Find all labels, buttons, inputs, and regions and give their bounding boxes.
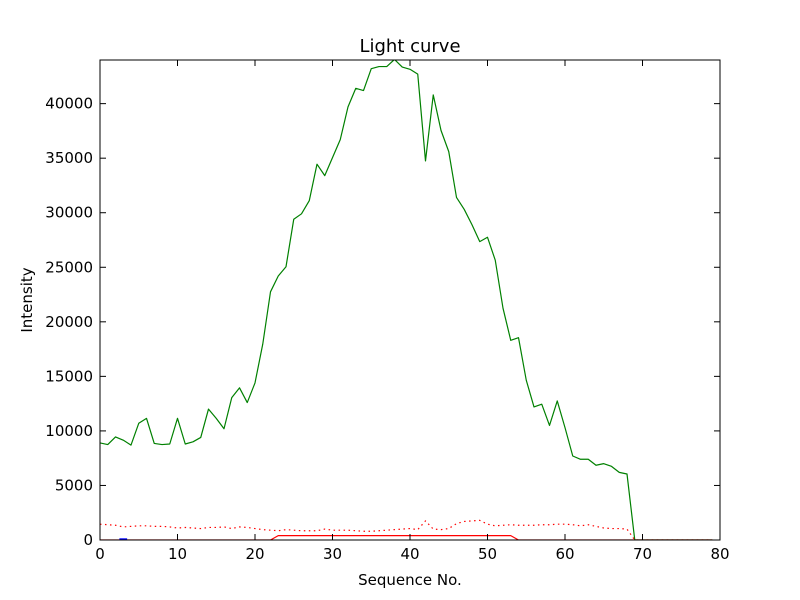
x-tick-label: 20 [245,545,264,563]
y-tick-label: 25000 [45,258,93,276]
x-tick-label: 60 [555,545,574,563]
x-axis-title: Sequence No. [358,571,462,589]
y-tick-label: 35000 [45,149,93,167]
x-tick-label: 50 [478,545,497,563]
y-tick-label: 20000 [45,313,93,331]
x-tick-label: 30 [323,545,342,563]
y-tick-label: 40000 [45,95,93,113]
series-layer [100,60,713,540]
chart-title: Light curve [359,36,460,57]
x-tick-label: 10 [168,545,187,563]
y-tick-label: 5000 [55,476,93,494]
x-tick-label: 70 [633,545,652,563]
x-tick-label: 80 [710,545,729,563]
y-tick-label: 30000 [45,204,93,222]
tick-layer: 0 10 20 30 40 50 60 70 80 0 5000 10000 15000 20000 250… [45,60,730,563]
series-line-3 [100,535,713,540]
y-tick-label: 15000 [45,367,93,385]
plot-area [100,60,720,540]
x-tick-label: 40 [400,545,419,563]
y-tick-label: 10000 [45,422,93,440]
y-tick-label: 0 [83,531,93,549]
y-axis-title: Intensity [18,267,36,332]
series-line-1 [100,60,713,540]
x-tick-label: 0 [95,545,105,563]
